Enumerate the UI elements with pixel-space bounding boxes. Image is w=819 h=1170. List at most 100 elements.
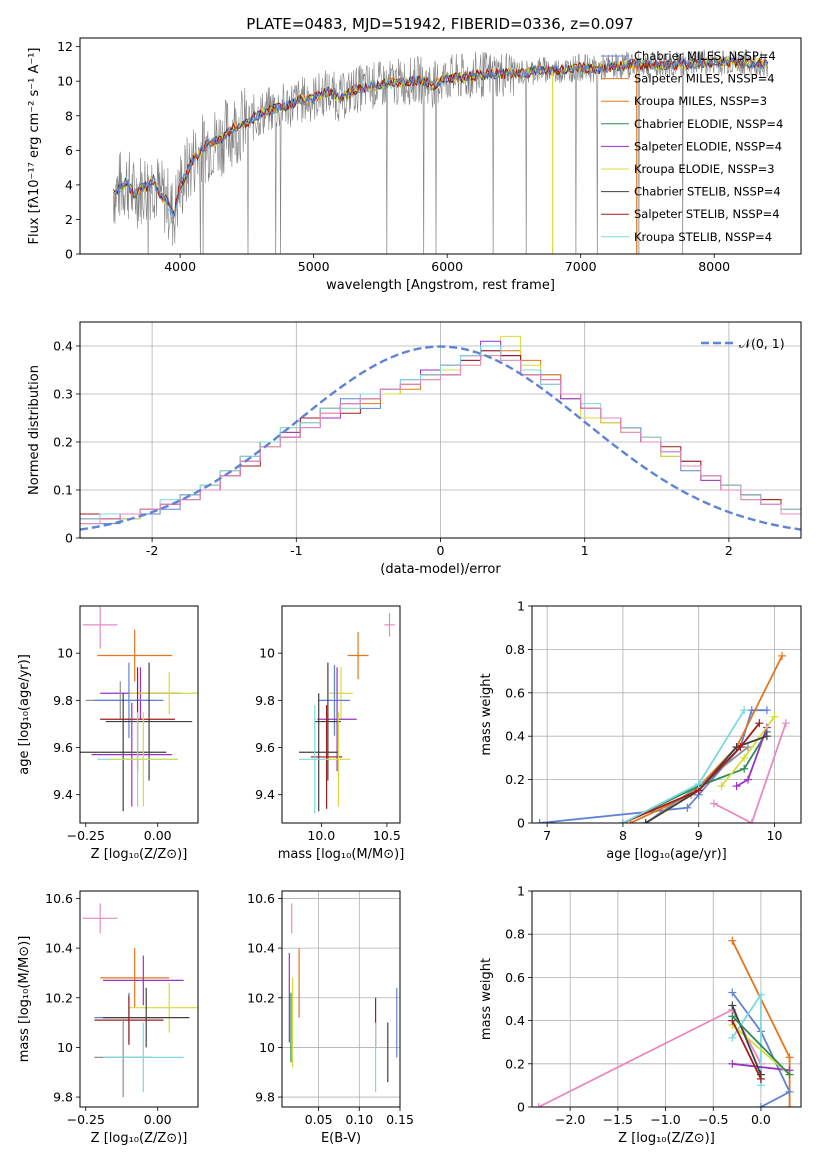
x-tick-label: 7	[543, 828, 551, 843]
y-tick-label: 10	[57, 1040, 73, 1055]
y-tick-label: 0.4	[505, 729, 525, 744]
legend-label: Chabrier ELODIE, NSSP=4	[634, 117, 783, 131]
x-tick-label: 10	[767, 828, 783, 843]
x-tick-label: −1.0	[650, 1112, 680, 1127]
x-tick-label: 0.10	[345, 1112, 373, 1127]
x-tick-label: −2.0	[555, 1112, 585, 1127]
residual-histogram-panel: -2 -1 0 1 2 0 0.1 0.2 0.3 0.4 (data-model)/error No…	[27, 321, 802, 577]
plot-area	[535, 651, 790, 823]
axes-frame	[79, 605, 199, 824]
weight-line	[732, 1062, 790, 1072]
y-tick-label: 10.6	[247, 891, 275, 906]
x-tick-label: 9	[695, 828, 703, 843]
y-tick-label: 0.1	[53, 483, 73, 498]
x-axis-label: (data-model)/error	[380, 562, 501, 577]
y-tick-label: 10	[57, 646, 73, 661]
y-tick-label: 4	[65, 177, 73, 192]
legend-label: Chabrier MILES, NSSP=4	[634, 49, 776, 63]
age-vs-mass-panel: 10.0 10.5 9.4 9.6 9.8 10 mass [log₁₀(M/M⊙)]	[255, 605, 405, 862]
x-tick-label: −0.25	[67, 828, 105, 843]
mass-weight-vs-age-panel: 7 8 9 10 0 0.2 0.4 0.6 0.8 1 age [log₁₀(age/yr)] ma…	[479, 599, 802, 862]
y-tick-label: 0.8	[505, 927, 525, 942]
x-tick-label: 7000	[565, 259, 597, 274]
x-tick-label: 10.0	[307, 828, 335, 843]
legend-label: Kroupa ELODIE, NSSP=3	[634, 162, 775, 176]
y-tick-label: 9.4	[53, 787, 73, 802]
x-tick-label: 0.05	[305, 1112, 333, 1127]
y-tick-label: 10	[259, 1040, 275, 1055]
y-tick-label: 9.6	[53, 740, 73, 755]
weight-line	[731, 1005, 762, 1075]
x-tick-label: 0.15	[386, 1112, 414, 1127]
y-tick-label: 10	[57, 74, 73, 89]
y-axis-label: mass [log₁₀(M/M⊙)]	[17, 936, 32, 1063]
legend-label: Chabrier STELIB, NSSP=4	[634, 185, 781, 199]
histogram-step	[80, 355, 801, 538]
axes-frame	[79, 37, 802, 255]
legend-label: Salpeter MILES, NSSP=4	[634, 72, 775, 86]
x-tick-label: 6000	[431, 259, 463, 274]
weight-line	[731, 1024, 791, 1076]
model-fit-line	[112, 55, 769, 219]
y-tick-label: 0.8	[505, 642, 525, 657]
legend-label: Salpeter STELIB, NSSP=4	[634, 207, 780, 221]
plot-area	[112, 48, 769, 254]
y-axis-label: age [log₁₀(age/yr)]	[17, 654, 32, 775]
x-axis-label: age [log₁₀(age/yr)]	[606, 847, 727, 862]
y-tick-label: 0.2	[505, 1056, 525, 1071]
y-tick-label: 0.4	[505, 1013, 525, 1028]
x-tick-label: 8	[619, 828, 627, 843]
normal-curve	[80, 345, 801, 531]
y-tick-label: 0	[517, 1100, 525, 1115]
weight-line	[645, 735, 768, 823]
y-tick-label: 9.8	[255, 1090, 275, 1105]
x-axis-label: Z [log₁₀(Z/Z⊙)]	[618, 1131, 715, 1146]
x-tick-label: 10.5	[373, 828, 401, 843]
plot-area	[80, 335, 801, 538]
y-tick-label: 9.4	[255, 787, 275, 802]
axes-frame	[79, 321, 802, 539]
mass-weight-vs-metallicity-panel: −2.0 −1.5 −1.0 −0.5 0.0 0 0.2 0.4 0.6 0.8 1 Z [log₁…	[479, 884, 802, 1146]
y-tick-label: 10.2	[247, 990, 275, 1005]
y-tick-label: 12	[57, 39, 73, 54]
y-tick-label: 10.4	[247, 941, 275, 956]
axes-frame	[281, 890, 401, 1108]
axes-frame	[531, 890, 802, 1108]
plot-area	[82, 903, 198, 1098]
weight-line	[713, 722, 787, 823]
y-tick-label: 10.4	[45, 941, 73, 956]
y-tick-label: 0.6	[505, 970, 525, 985]
y-tick-label: 10.6	[45, 891, 73, 906]
mass-vs-ebv-panel: 0.05 0.10 0.15 9.8 10 10.2 10.4 10.6 E(B-V)	[247, 890, 414, 1146]
spectrum-panel: 4000 5000 6000 7000 8000 0 2 4 6 8 10 12 wavelength …	[27, 37, 802, 293]
x-axis-label: mass [log₁₀(M/M⊙)]	[278, 847, 405, 862]
y-axis-label: mass weight	[479, 958, 494, 1040]
y-tick-label: 0	[65, 531, 73, 546]
y-axis-label: Flux [fλ10⁻¹⁷ erg cm⁻² s⁻¹ A⁻¹]	[27, 48, 42, 245]
y-tick-label: 2	[65, 212, 73, 227]
y-tick-label: 0.6	[505, 685, 525, 700]
x-tick-label: 4000	[164, 259, 196, 274]
y-tick-label: 10.2	[45, 990, 73, 1005]
y-tick-label: 0.2	[505, 772, 525, 787]
weight-line	[731, 1015, 791, 1076]
axes-frame	[531, 605, 802, 824]
y-tick-label: 8	[65, 108, 73, 123]
weight-line	[731, 1020, 762, 1080]
y-tick-label: 0.2	[53, 435, 73, 450]
x-tick-label: -1	[290, 543, 302, 558]
plot-area	[299, 613, 395, 814]
axes-frame	[79, 890, 199, 1108]
y-tick-label: 6	[65, 143, 73, 158]
y-tick-label: 9.8	[255, 693, 275, 708]
x-axis-label: wavelength [Angstrom, rest frame]	[326, 278, 555, 293]
x-tick-label: 2	[725, 543, 733, 558]
legend-label: Salpeter ELODIE, NSSP=4	[634, 139, 782, 153]
weight-line	[622, 731, 768, 823]
y-tick-label: 1	[517, 884, 525, 899]
y-tick-label: 9.6	[255, 740, 275, 755]
x-tick-label: 0.00	[144, 1112, 172, 1127]
x-tick-label: 0.00	[144, 828, 172, 843]
weight-line	[622, 709, 745, 823]
mass-vs-metallicity-panel: −0.25 0.00 9.8 10 10.2 10.4 10.6 Z [log₁₀(Z/Z⊙)…	[17, 890, 199, 1146]
